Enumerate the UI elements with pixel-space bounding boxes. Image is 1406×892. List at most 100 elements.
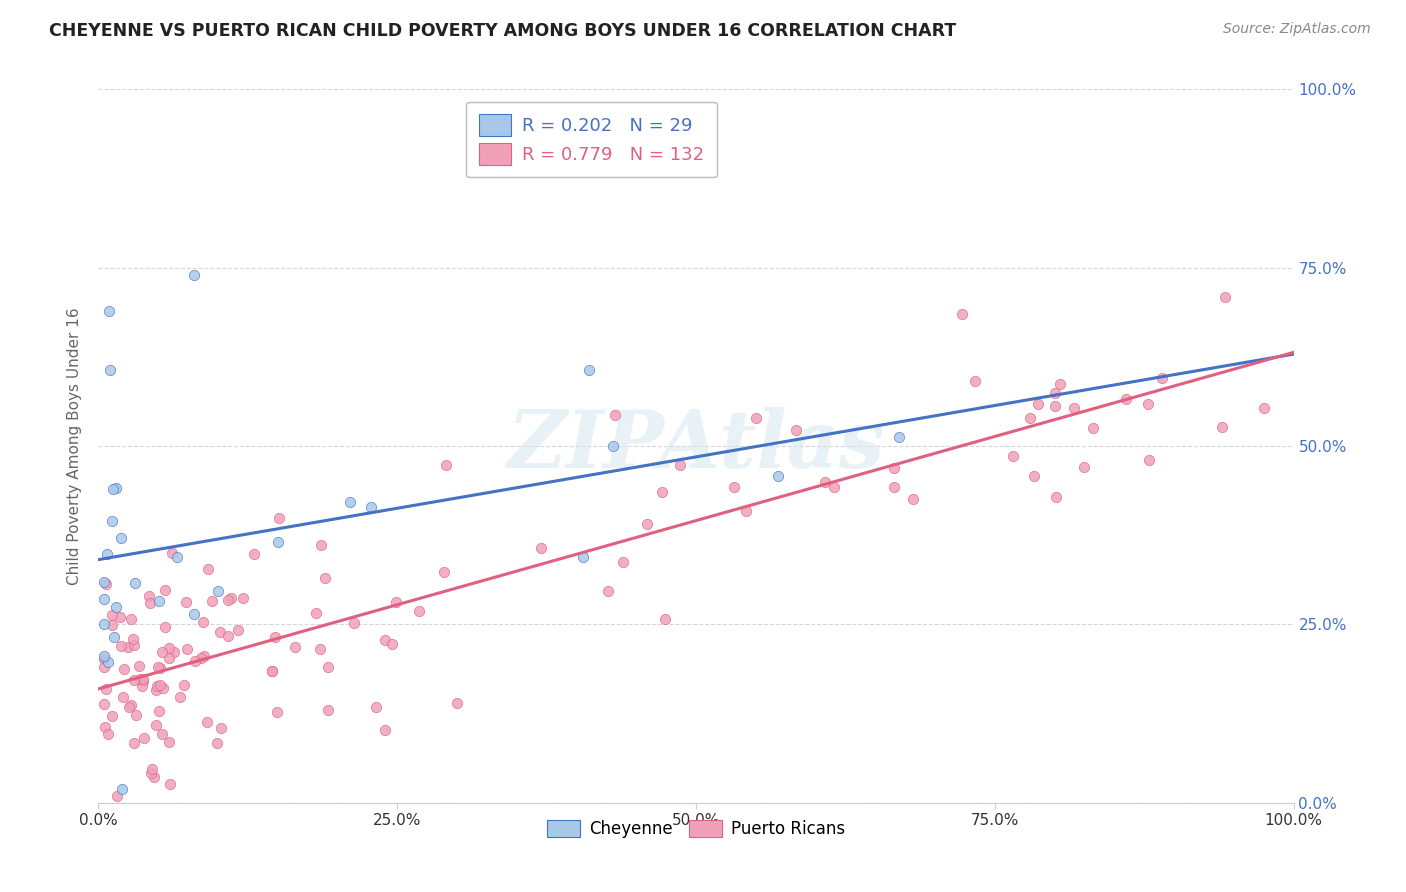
Point bbox=[309, 538, 332, 552]
Point bbox=[603, 409, 626, 423]
Point bbox=[145, 718, 167, 732]
Point bbox=[316, 702, 339, 716]
Point bbox=[883, 480, 905, 494]
Point bbox=[374, 723, 396, 737]
Point bbox=[195, 715, 218, 730]
Point bbox=[129, 672, 152, 686]
Point bbox=[176, 642, 198, 657]
Point bbox=[193, 649, 215, 664]
Point bbox=[1253, 401, 1275, 416]
Point bbox=[183, 268, 205, 282]
Point bbox=[124, 576, 146, 591]
Point bbox=[207, 583, 229, 598]
Point bbox=[965, 375, 987, 389]
Point bbox=[169, 690, 191, 704]
Point bbox=[148, 704, 170, 718]
Point bbox=[219, 591, 242, 605]
Point bbox=[434, 458, 457, 472]
Point bbox=[385, 595, 408, 609]
Point bbox=[131, 672, 153, 686]
Point bbox=[110, 531, 132, 545]
Point bbox=[104, 481, 127, 495]
Point bbox=[208, 624, 231, 639]
Point bbox=[98, 362, 121, 376]
Point bbox=[262, 664, 284, 678]
Point bbox=[183, 654, 205, 668]
Point bbox=[152, 681, 174, 695]
Point bbox=[266, 705, 288, 719]
Point bbox=[316, 659, 339, 673]
Point bbox=[823, 480, 845, 494]
Point bbox=[883, 460, 905, 475]
Point bbox=[432, 565, 454, 579]
Point bbox=[173, 678, 195, 692]
Point bbox=[529, 541, 551, 556]
Point bbox=[112, 662, 135, 676]
Point bbox=[1115, 392, 1137, 406]
Point bbox=[149, 661, 172, 675]
Point bbox=[408, 604, 430, 618]
Point bbox=[374, 633, 396, 648]
Point bbox=[339, 494, 361, 508]
Point bbox=[360, 500, 382, 514]
Point bbox=[93, 575, 115, 590]
Point bbox=[98, 304, 121, 318]
Point bbox=[159, 651, 181, 665]
Point bbox=[1137, 452, 1160, 467]
Point bbox=[1081, 421, 1104, 435]
Point bbox=[166, 550, 188, 565]
Text: Source: ZipAtlas.com: Source: ZipAtlas.com bbox=[1223, 22, 1371, 37]
Point bbox=[232, 591, 254, 605]
Point bbox=[183, 607, 205, 621]
Point bbox=[1215, 290, 1237, 304]
Point bbox=[104, 599, 127, 614]
Point bbox=[1043, 386, 1066, 401]
Point bbox=[138, 589, 160, 603]
Point bbox=[364, 700, 387, 714]
Point bbox=[122, 638, 145, 652]
Point bbox=[93, 648, 115, 663]
Text: CHEYENNE VS PUERTO RICAN CHILD POVERTY AMONG BOYS UNDER 16 CORRELATION CHART: CHEYENNE VS PUERTO RICAN CHILD POVERTY A… bbox=[49, 22, 956, 40]
Point bbox=[103, 630, 125, 644]
Point bbox=[735, 504, 758, 518]
Point bbox=[94, 576, 117, 591]
Point bbox=[263, 631, 285, 645]
Point bbox=[193, 615, 215, 629]
Point bbox=[209, 722, 232, 736]
Point bbox=[887, 430, 910, 444]
Point bbox=[217, 593, 239, 607]
Point bbox=[201, 593, 224, 607]
Legend: Cheyenne, Puerto Ricans: Cheyenne, Puerto Ricans bbox=[540, 813, 852, 845]
Point bbox=[572, 549, 595, 564]
Point bbox=[309, 641, 332, 656]
Point bbox=[612, 556, 634, 570]
Point bbox=[128, 658, 150, 673]
Point bbox=[142, 770, 165, 784]
Point bbox=[93, 591, 115, 606]
Point bbox=[148, 678, 170, 692]
Point bbox=[150, 645, 173, 659]
Point bbox=[121, 632, 143, 646]
Point bbox=[205, 735, 228, 749]
Point bbox=[578, 363, 600, 377]
Point bbox=[243, 547, 266, 561]
Point bbox=[97, 726, 120, 740]
Point bbox=[150, 727, 173, 741]
Y-axis label: Child Poverty Among Boys Under 16: Child Poverty Among Boys Under 16 bbox=[67, 307, 83, 585]
Point bbox=[131, 679, 153, 693]
Point bbox=[125, 708, 148, 723]
Point bbox=[132, 673, 155, 688]
Point bbox=[598, 584, 620, 599]
Point bbox=[163, 645, 186, 659]
Point bbox=[950, 307, 973, 321]
Point bbox=[145, 683, 167, 698]
Point bbox=[153, 582, 176, 597]
Point bbox=[654, 612, 676, 626]
Point bbox=[636, 517, 658, 532]
Point bbox=[101, 618, 124, 632]
Point bbox=[101, 709, 124, 723]
Point bbox=[745, 410, 768, 425]
Point bbox=[120, 698, 142, 712]
Point bbox=[267, 535, 290, 549]
Point bbox=[190, 651, 212, 665]
